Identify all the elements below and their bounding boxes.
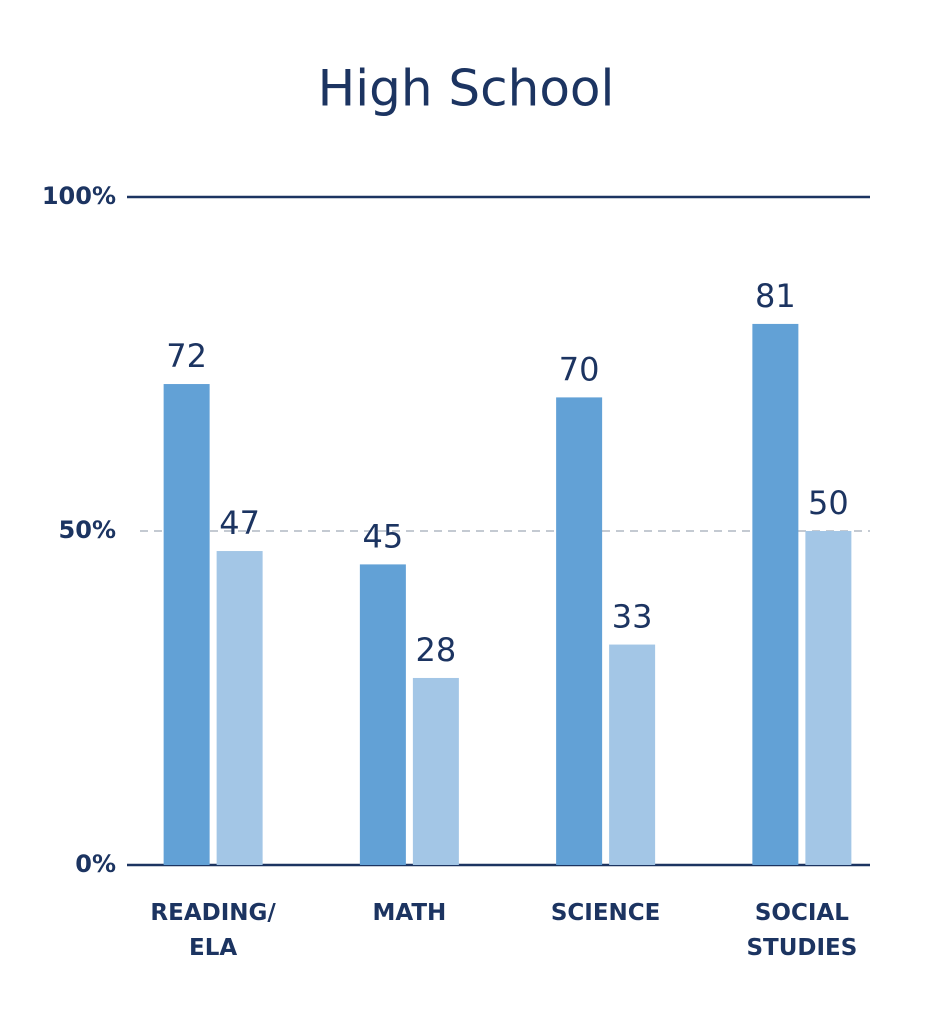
- value-label: 28: [416, 631, 457, 669]
- bar: [609, 644, 656, 865]
- value-label: 81: [755, 277, 796, 315]
- y-tick-label: 50%: [59, 516, 116, 544]
- y-tick-label: 0%: [75, 850, 116, 878]
- bar: [216, 551, 263, 865]
- value-label: 45: [363, 517, 404, 555]
- value-label: 33: [612, 598, 653, 636]
- value-label: 50: [808, 484, 849, 522]
- bar: [556, 397, 603, 865]
- x-tick-label: MATH: [372, 900, 446, 926]
- bar: [163, 384, 210, 865]
- bar: [359, 564, 406, 865]
- y-tick-label: 100%: [42, 182, 116, 210]
- value-label: 70: [559, 350, 600, 388]
- value-label: 47: [219, 504, 260, 542]
- x-tick-label: SOCIAL STUDIES: [746, 900, 857, 961]
- x-tick-label: SCIENCE: [551, 900, 661, 926]
- x-tick-label: READING/ELA: [150, 900, 276, 961]
- chart-title: High School: [318, 60, 615, 118]
- bar: [752, 323, 799, 865]
- bar: [412, 677, 459, 865]
- value-label: 72: [166, 337, 207, 375]
- bar: [805, 531, 852, 865]
